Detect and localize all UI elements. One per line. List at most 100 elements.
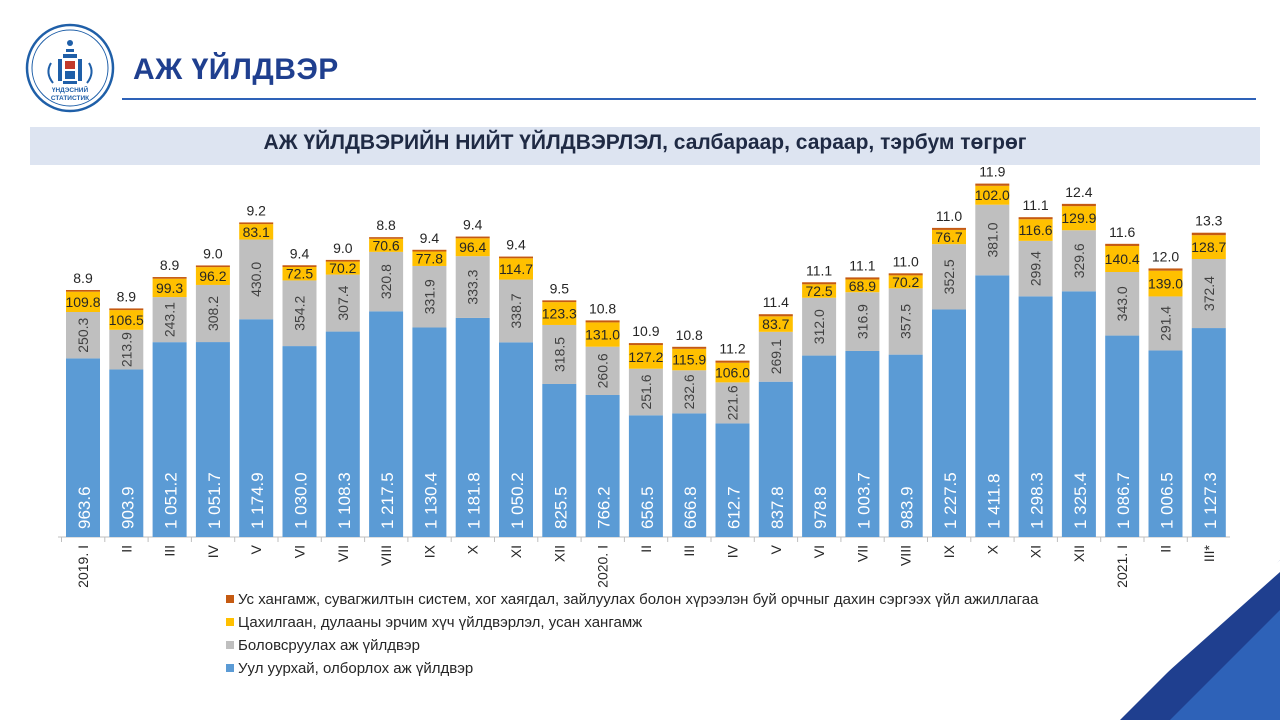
data-label: 106.0 <box>715 365 750 381</box>
bar-segment <box>455 236 490 239</box>
data-label: 72.5 <box>286 266 313 282</box>
x-tick-label: XI <box>508 545 524 558</box>
data-label: 11.1 <box>1022 197 1048 213</box>
bar-segment <box>672 370 707 414</box>
data-label: 116.6 <box>1019 222 1053 238</box>
x-tick-label: IX <box>941 544 957 558</box>
x-tick-label: VIII <box>378 545 394 566</box>
legend-swatch <box>226 595 234 603</box>
bar-segment <box>152 278 187 298</box>
x-tick-label: 2021. I <box>1114 545 1130 588</box>
bar-segment <box>152 342 187 537</box>
data-label: 1 174.9 <box>248 472 267 529</box>
bar-segment <box>975 183 1010 186</box>
bar-segment <box>585 394 620 537</box>
x-tick-label: VIII <box>898 545 914 566</box>
data-label: 963.6 <box>75 486 94 529</box>
bar-segment <box>758 381 793 537</box>
bar-segment <box>1018 240 1053 297</box>
data-label: 666.8 <box>681 486 700 529</box>
x-tick-label: VI <box>811 545 827 558</box>
data-label: 11.9 <box>979 164 1005 180</box>
x-tick-label: VI <box>292 545 308 558</box>
bar-segment <box>239 222 274 225</box>
data-label: 825.5 <box>551 486 570 529</box>
bar-segment <box>369 311 404 537</box>
data-label: 307.4 <box>335 285 351 320</box>
data-label: 10.8 <box>676 327 703 343</box>
data-label: 983.9 <box>898 486 917 529</box>
data-label: 11.0 <box>936 208 962 224</box>
data-label: 9.0 <box>203 245 223 261</box>
bar-segment <box>109 329 144 370</box>
data-label: 318.5 <box>551 337 567 372</box>
data-label: 12.4 <box>1065 184 1092 200</box>
bar-segment <box>1061 230 1096 292</box>
bar-segment <box>1105 335 1140 537</box>
data-label: 1 411.8 <box>984 474 1003 529</box>
bar-segment <box>715 423 750 537</box>
data-label: 1 298.3 <box>1028 472 1047 529</box>
data-label: 312.0 <box>811 309 827 344</box>
data-label: 354.2 <box>292 296 308 331</box>
logo-text-line2: СТАТИСТИК <box>51 95 89 102</box>
bar-segment <box>239 239 274 320</box>
x-tick-label: V <box>768 544 784 554</box>
data-label: 232.6 <box>681 374 697 409</box>
bar-segment <box>499 342 533 537</box>
legend-label: Уул уурхай, олборлох аж үйлдвэр <box>238 660 473 677</box>
bar-segment <box>195 267 230 285</box>
data-label: 76.7 <box>935 229 962 245</box>
data-label: 139.0 <box>1148 276 1183 292</box>
bar-segment <box>802 282 837 285</box>
data-label: 9.2 <box>246 202 266 218</box>
bar-segment <box>845 350 880 537</box>
bar-segment <box>1148 296 1183 351</box>
bar-segment <box>845 279 880 293</box>
data-label: 1 003.7 <box>854 472 873 529</box>
bar-segment <box>758 316 793 332</box>
data-label: 115.9 <box>672 352 706 368</box>
bar-segment <box>715 382 750 424</box>
bar-segment <box>542 302 577 325</box>
bar-segment <box>932 309 966 537</box>
bar-segment <box>932 227 966 230</box>
data-label: 343.0 <box>1114 286 1130 321</box>
x-tick-label: V <box>248 544 264 554</box>
data-label: 1 030.0 <box>292 472 311 529</box>
data-label: 430.0 <box>248 262 264 297</box>
legend-label: Боловсруулах аж үйлдвэр <box>238 637 420 654</box>
x-tick-label: X <box>984 544 1000 554</box>
bar-segment <box>585 346 620 395</box>
data-label: 331.9 <box>421 279 437 314</box>
data-label: 1 181.8 <box>465 472 484 529</box>
data-label: 357.5 <box>898 304 914 339</box>
data-label: 11.1 <box>849 257 875 273</box>
bar-segment <box>282 266 317 281</box>
x-tick-label: XII <box>1071 545 1087 562</box>
bar-segment <box>845 292 880 351</box>
data-label: 316.9 <box>854 304 870 339</box>
bar-segment <box>325 274 360 332</box>
x-tick-label: XII <box>551 545 567 562</box>
bar-segment <box>239 319 274 537</box>
data-label: 1 127.3 <box>1201 472 1220 529</box>
bar-segment <box>282 280 317 347</box>
bar-segment <box>628 415 663 537</box>
bar-segment <box>932 244 966 310</box>
x-tick-label: X <box>465 544 481 554</box>
data-label: 837.8 <box>768 486 787 529</box>
bar-segment <box>455 317 490 537</box>
bar-segment <box>109 369 144 537</box>
page-title: АЖ ҮЙЛДВЭР <box>133 53 339 86</box>
chart-title-bar <box>30 127 1260 165</box>
bar-segment <box>542 300 577 303</box>
bar-segment <box>412 249 447 252</box>
data-label: 308.2 <box>205 296 221 331</box>
bar-segment <box>542 324 577 384</box>
data-label: 329.6 <box>1071 243 1087 278</box>
data-label: 1 217.5 <box>378 472 397 529</box>
chart-title: АЖ ҮЙЛДВЭРИЙН НИЙТ ҮЙЛДВЭРЛЭЛ, салбараар… <box>263 131 1027 154</box>
bar-segment <box>888 288 923 355</box>
x-tick-label: VII <box>335 545 351 562</box>
